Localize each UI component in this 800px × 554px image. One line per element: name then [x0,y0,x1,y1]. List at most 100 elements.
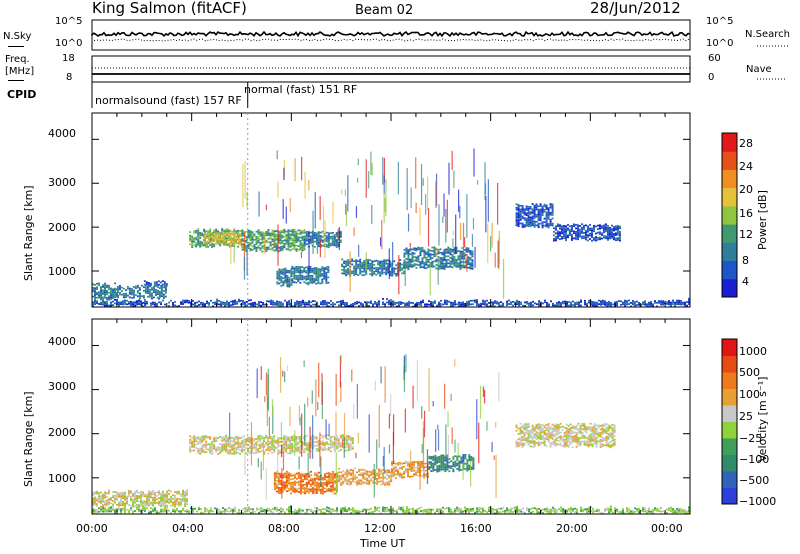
echo-cell [523,435,526,438]
echo-cell [303,237,306,239]
echo-cell [652,305,654,307]
echo-cell [331,441,334,443]
colorbar-segment [722,133,737,152]
echo-cell [116,498,118,501]
echo-cell [333,489,336,491]
echo-cell [307,441,310,444]
echo-cell [387,266,390,269]
echo-cell [321,491,324,493]
echo-cell [462,455,465,458]
echo-cell [223,448,226,451]
echo-cell [303,275,306,278]
echo-cell [413,475,415,477]
echo-cell [190,301,192,304]
echo-cell [116,294,119,297]
echo-cell [570,301,572,304]
echo-cell [168,493,170,495]
echo-cell [281,240,284,242]
echo-cell [470,303,472,306]
echo-cell [407,249,410,251]
echo-cell [437,252,440,255]
echo-cell [325,275,328,278]
echo-cell [354,474,357,477]
echo-cell [102,296,104,299]
echo-cell [355,269,358,272]
echo-cell [317,278,320,281]
echo-cell [345,269,348,271]
echo-cell [158,297,160,300]
echo-cell [378,475,381,478]
echo-cell [116,293,118,296]
echo-cell [539,441,542,444]
echo-cell [412,302,414,304]
echo-cell [351,272,354,275]
echo-cell [241,436,244,439]
echo-cell [252,302,254,304]
echo-cell [358,468,361,471]
echo-cell [164,493,166,496]
echo-cell [350,469,353,471]
echo-cell [620,300,622,303]
echo-cell [259,243,262,246]
echo-cell [652,303,654,306]
echo-cell [297,475,300,478]
echo-cell [114,302,116,305]
echo-cell [301,484,304,486]
echo-cell [142,502,144,504]
echo-streak [487,223,489,264]
echo-cell [152,493,154,496]
echo-cell [132,303,134,306]
echo-cell [311,276,314,279]
echo-cell [521,217,524,220]
echo-cell [303,473,306,475]
echo-cell [281,484,284,486]
echo-cell [378,480,381,483]
echo-cell [104,286,106,288]
echo-cell [547,224,550,227]
echo-cell [616,228,619,231]
echo-cell [452,305,454,308]
echo-cell [538,301,540,304]
echo-cell [296,302,298,304]
echo-cell [370,300,372,303]
echo-cell [588,301,590,304]
echo-cell [482,301,484,304]
echo-cell [688,301,690,304]
echo-cell [134,492,136,495]
echo-cell [461,257,464,260]
echo-cell [448,466,451,469]
echo-cell [341,437,344,440]
echo-cell [588,229,591,232]
echo-cell [354,303,356,306]
echo-cell [283,439,286,442]
echo-cell [154,292,157,295]
echo-cell [204,240,207,243]
echo-cell [244,303,246,306]
echo-cell [606,301,608,304]
echo-cell [545,216,548,219]
echo-cell [335,447,338,450]
echo-cell [337,443,340,445]
echo-cell [255,438,258,440]
echo-cell [624,299,626,302]
echo-cell [676,303,678,305]
echo-cell [108,489,110,492]
echo-cell [271,243,274,246]
echo-cell [295,269,298,272]
echo-cell [154,502,156,505]
echo-cell [391,462,393,465]
echo-cell [208,302,210,304]
echo-cell [229,238,232,241]
echo-cell [255,230,258,233]
echo-cell [214,301,216,304]
echo-cell [219,235,222,238]
echo-cell [494,305,496,308]
echo-cell [305,481,308,484]
echo-cell [350,483,353,485]
echo-cell [379,262,382,265]
echo-cell [293,477,296,479]
echo-cell [366,304,368,307]
echo-cell [347,273,350,275]
echo-cell [401,468,403,470]
